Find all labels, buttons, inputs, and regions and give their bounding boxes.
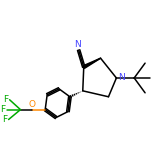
Text: N: N [118,73,125,83]
Text: O: O [29,100,36,109]
Text: F: F [3,95,9,104]
Polygon shape [83,58,101,68]
Text: F: F [2,115,8,124]
Text: F: F [0,105,6,114]
Text: N: N [74,40,81,49]
